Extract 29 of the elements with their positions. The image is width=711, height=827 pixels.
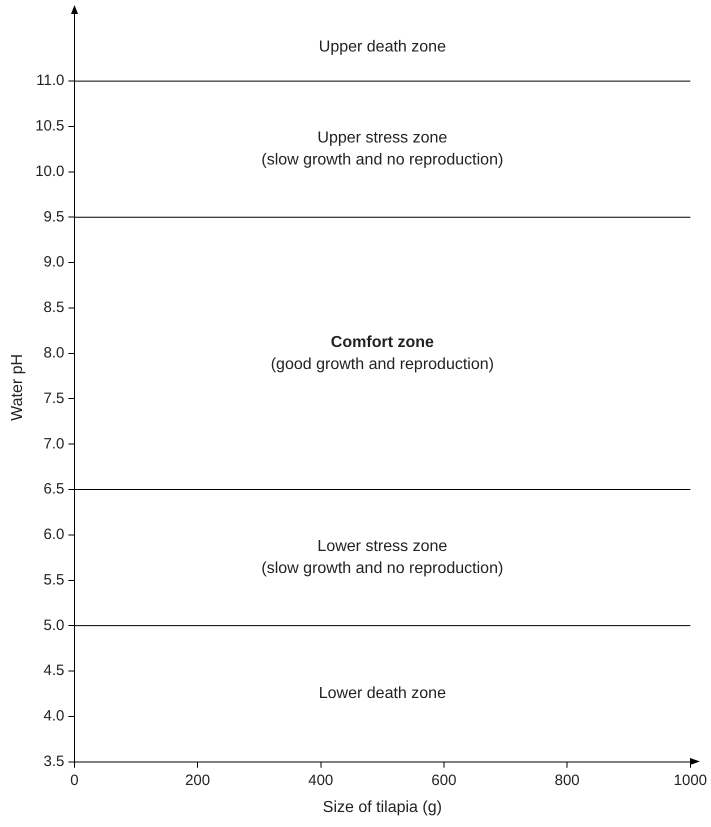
annotation: Upper stress zone (slow growth and no reproduction) <box>261 130 504 169</box>
y-tick-label: 10.5 <box>35 118 64 135</box>
x-tick-label: 1000 <box>674 772 708 789</box>
annotation: Lower stress zone (slow growth and no reproduction) <box>261 538 504 577</box>
y-tick-label: 3.5 <box>44 752 64 770</box>
y-tick-label: 9.0 <box>44 254 64 271</box>
y-tick-label: 8.5 <box>44 299 64 316</box>
y-tick-label: 4.0 <box>44 708 64 725</box>
y-tick-label: 6.5 <box>44 480 64 498</box>
y-tick-label: 10.0 <box>35 162 64 180</box>
y-tick-label: 7.5 <box>44 390 64 407</box>
y-tick-label: 5.5 <box>44 571 64 588</box>
x-tick-label: 800 <box>554 772 580 789</box>
x-tick-label: 600 <box>431 772 456 789</box>
x-tick-label: 0 <box>70 772 79 789</box>
y-tick-label: 6.0 <box>44 526 64 544</box>
x-tick-label: 400 <box>308 772 334 789</box>
annotation: Lower death zone <box>318 685 446 702</box>
x-tick-label: 200 <box>185 772 210 789</box>
annotation: Upper death zone <box>318 38 446 56</box>
y-tick-label: 5.0 <box>44 616 64 634</box>
y-tick-label: 8.0 <box>44 344 64 362</box>
y-axis-title: Water pH <box>9 354 26 421</box>
y-tick-label: 11.0 <box>36 72 64 90</box>
x-axis-title: Size of tilapia (g) <box>322 798 442 816</box>
y-tick-label: 4.5 <box>44 662 64 680</box>
annotation: Comfort zone (good growth and reproduction) <box>270 334 494 373</box>
y-tick-label: 7.0 <box>44 435 64 452</box>
y-tick-label: 9.5 <box>44 208 64 226</box>
